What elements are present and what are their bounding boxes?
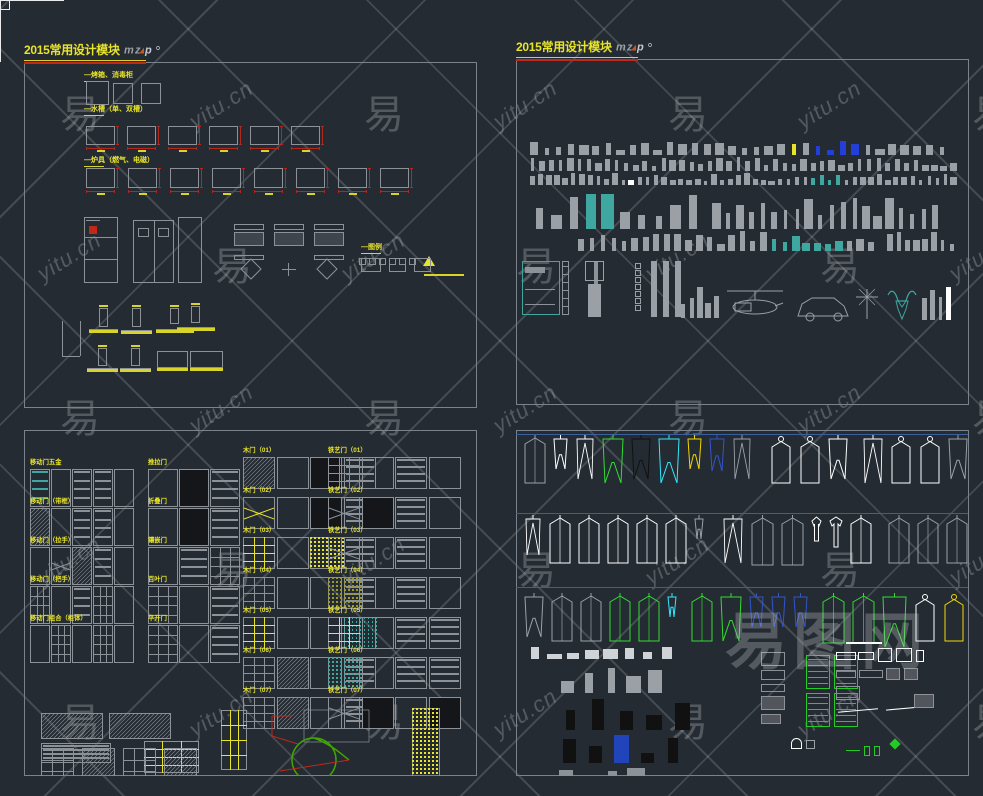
svg-text:m: m — [124, 45, 134, 57]
svg-text:m: m — [616, 42, 626, 54]
svg-text:z: z — [626, 42, 633, 54]
svg-text:z: z — [134, 45, 141, 57]
svg-text:p: p — [636, 42, 644, 54]
svg-text:p: p — [144, 45, 152, 57]
